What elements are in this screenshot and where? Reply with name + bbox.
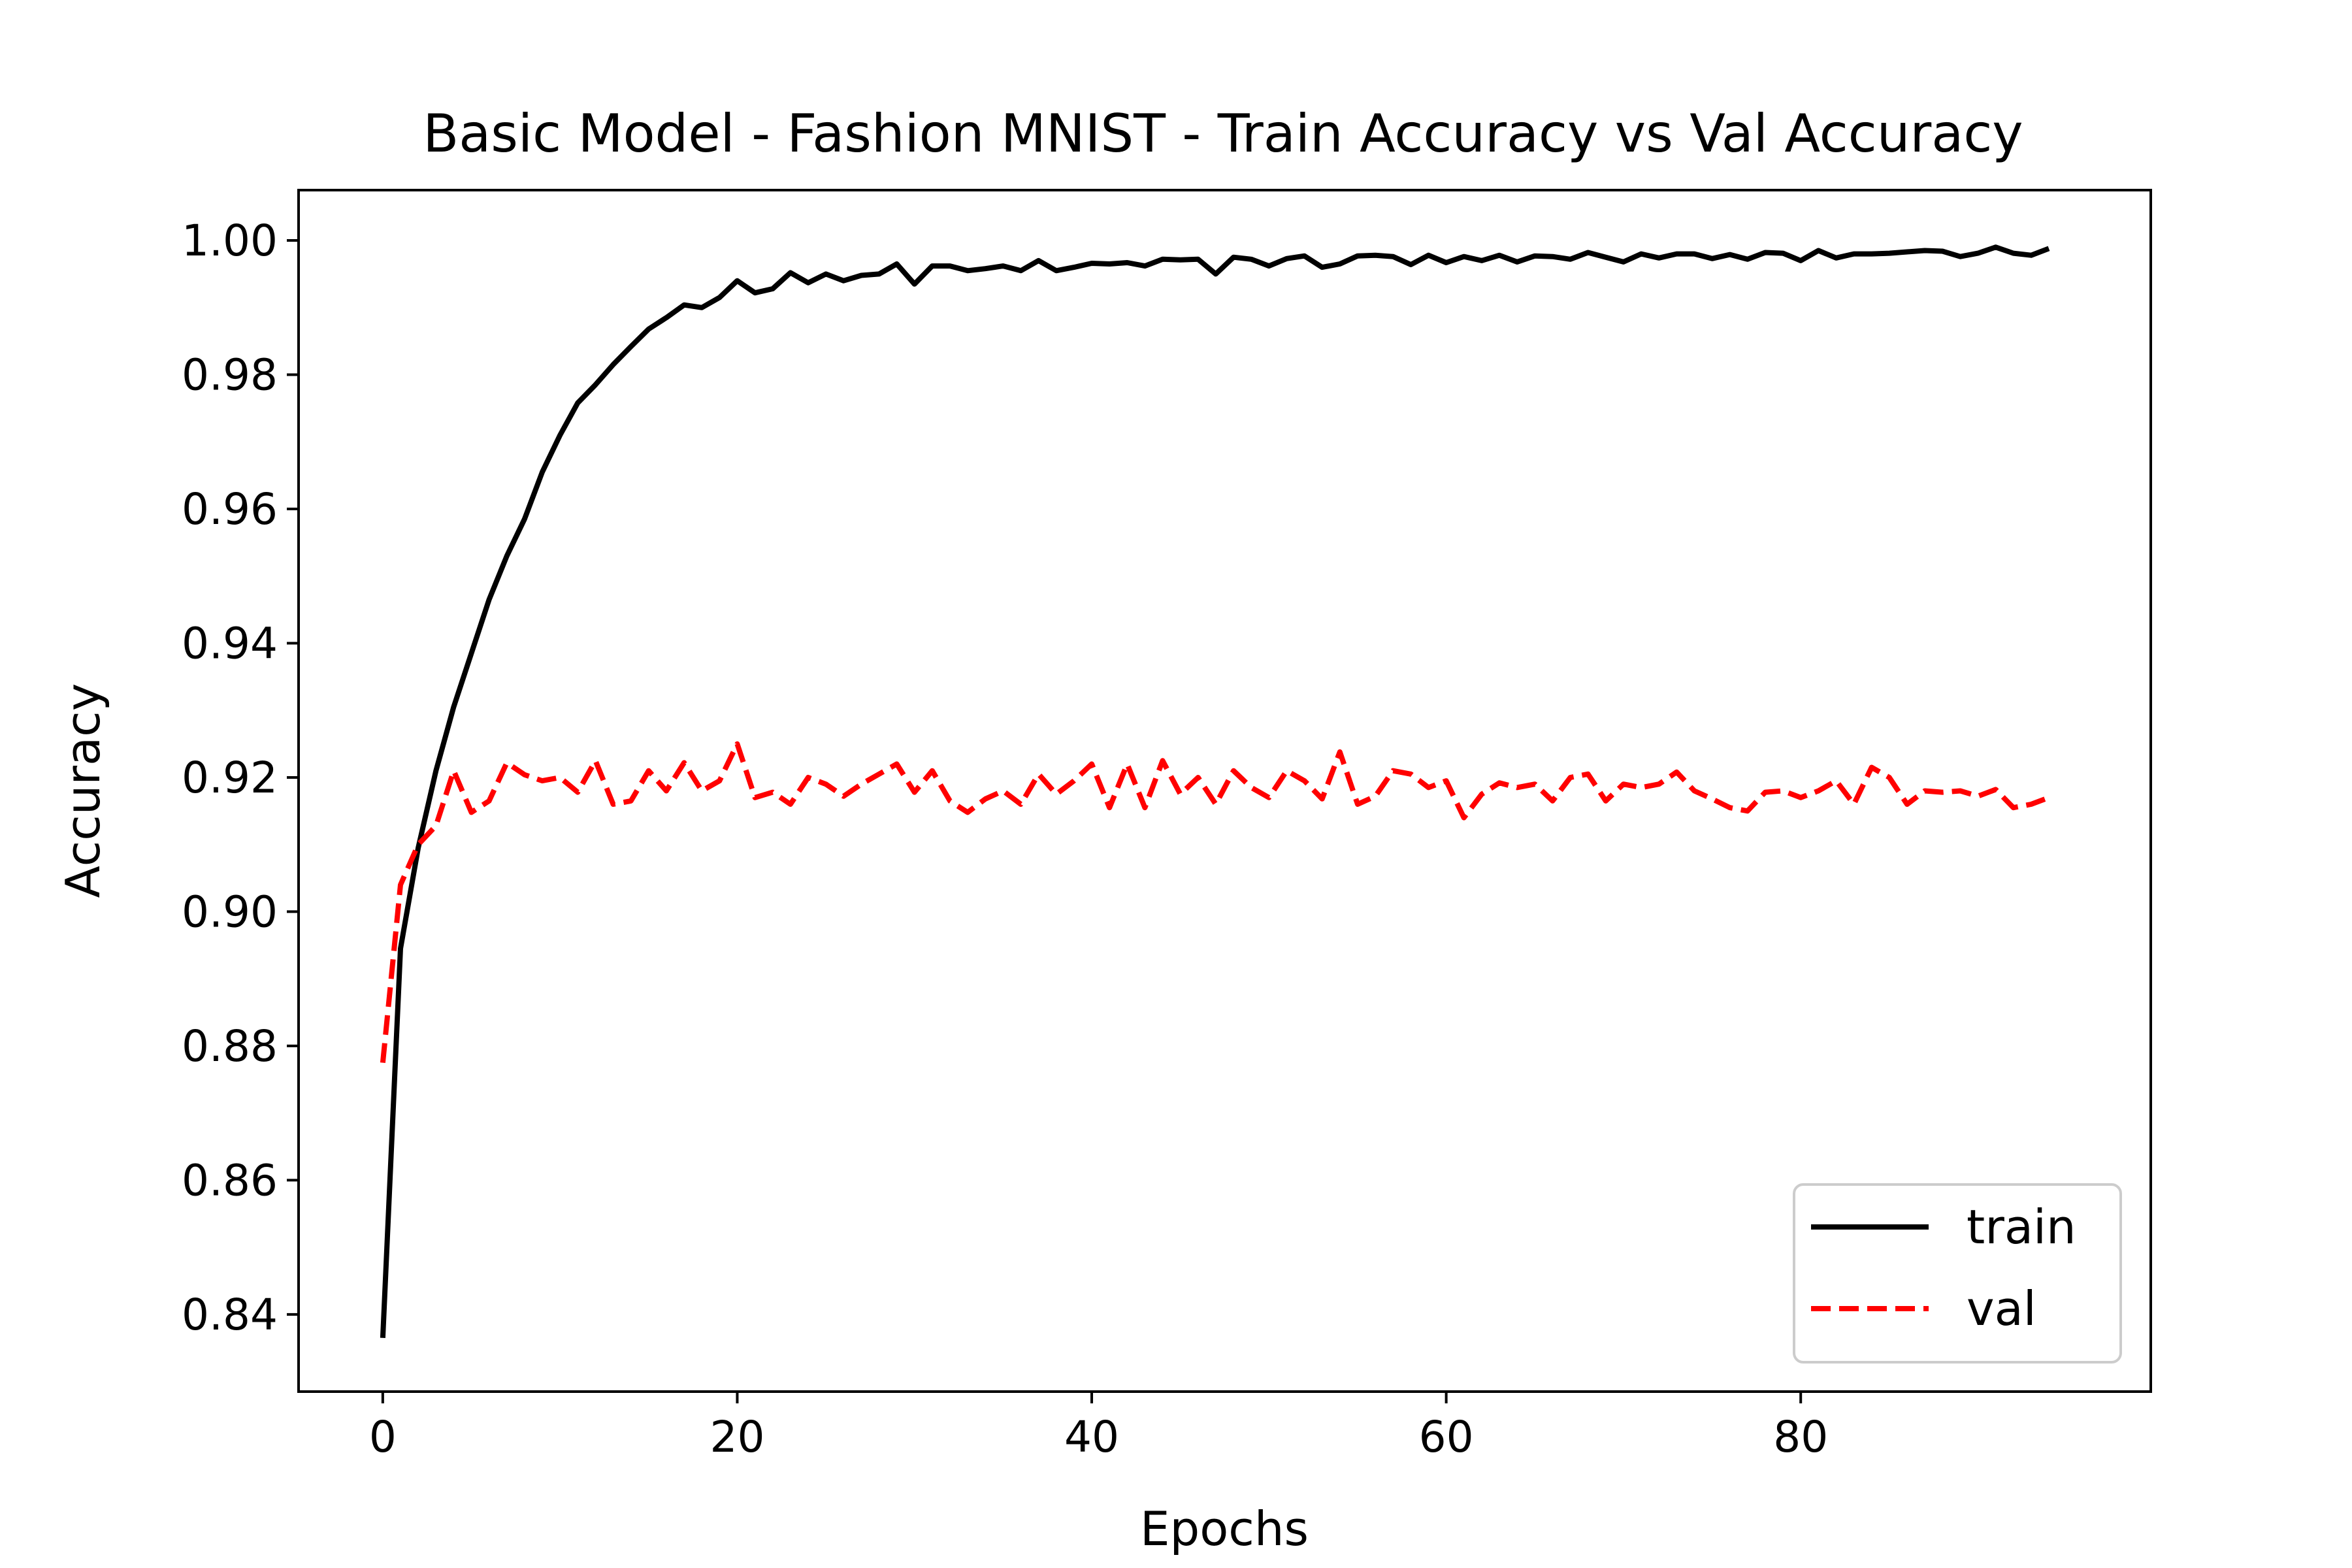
x-tick-label: 60	[1419, 1412, 1474, 1462]
y-tick-label: 0.88	[182, 1021, 278, 1071]
series-line-val	[380, 741, 2050, 1063]
y-tick-label: 0.94	[182, 618, 278, 668]
y-tick-label: 0.86	[182, 1155, 278, 1205]
x-axis: 0 20 40 60 80	[369, 1392, 1828, 1462]
y-tick-label: 0.84	[182, 1290, 278, 1340]
legend: train val	[1793, 1183, 2122, 1364]
plot-area	[297, 189, 2152, 1393]
y-tick-label: 1.00	[182, 216, 278, 266]
y-axis: 0.84 0.86 0.88 0.90 0.92 0.94 0.96 0.98 1.00	[182, 216, 299, 1340]
series-layer	[380, 244, 2050, 1338]
x-tick-label: 0	[369, 1412, 397, 1462]
plot-frame	[297, 189, 2152, 1393]
x-tick-label: 80	[1773, 1412, 1828, 1462]
chart-title: Basic Model - Fashion MNIST - Train Accu…	[423, 103, 2023, 164]
series-line-train	[380, 244, 2050, 1338]
legend-label-val: val	[1967, 1281, 2036, 1336]
y-tick-label: 0.92	[182, 753, 278, 803]
y-tick-label: 0.98	[182, 350, 278, 400]
y-axis-label: Accuracy	[56, 683, 110, 898]
y-tick-label: 0.96	[182, 484, 278, 534]
x-axis-label: Epochs	[1140, 1501, 1309, 1556]
y-tick-label: 0.90	[182, 887, 278, 937]
x-tick-label: 20	[710, 1412, 764, 1462]
legend-label-train: train	[1967, 1200, 2076, 1254]
x-tick-label: 40	[1064, 1412, 1119, 1462]
